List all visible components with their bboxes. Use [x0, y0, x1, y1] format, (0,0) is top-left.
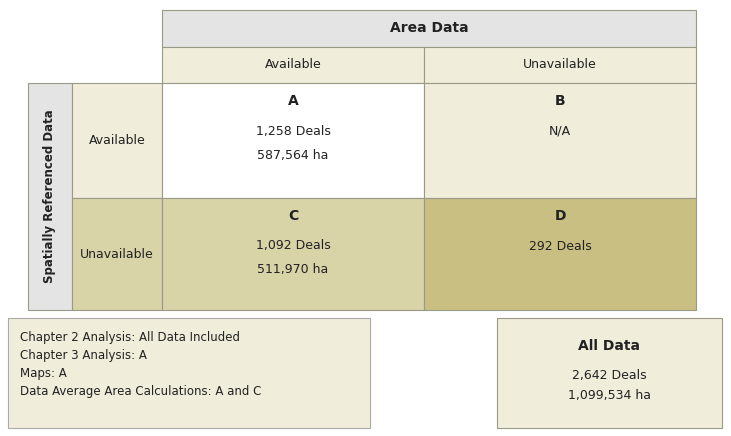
Text: A: A	[287, 94, 298, 108]
Text: Data Average Area Calculations: A and C: Data Average Area Calculations: A and C	[20, 385, 262, 399]
Bar	[424, 198, 696, 310]
Text: 511,970 ha: 511,970 ha	[257, 263, 329, 276]
Text: Maps: A: Maps: A	[20, 368, 67, 381]
Bar	[162, 198, 424, 310]
Bar	[424, 47, 696, 83]
Text: All Data: All Data	[578, 339, 640, 353]
Text: Unavailable: Unavailable	[523, 58, 597, 72]
Text: Area Data: Area Data	[390, 21, 469, 35]
Text: D: D	[554, 209, 566, 223]
Text: 1,258 Deals: 1,258 Deals	[256, 125, 330, 137]
Text: Available: Available	[88, 134, 145, 147]
Text: C: C	[288, 209, 298, 223]
Text: 2,642 Deals: 2,642 Deals	[572, 369, 647, 382]
Text: Chapter 2 Analysis: All Data Included: Chapter 2 Analysis: All Data Included	[20, 331, 240, 344]
Text: 292 Deals: 292 Deals	[529, 239, 591, 252]
Text: Chapter 3 Analysis: A: Chapter 3 Analysis: A	[20, 350, 147, 362]
Text: 1,099,534 ha: 1,099,534 ha	[568, 389, 651, 402]
Bar	[497, 318, 722, 428]
Text: 587,564 ha: 587,564 ha	[257, 149, 329, 161]
Text: Spatially Referenced Data: Spatially Referenced Data	[44, 109, 56, 283]
Bar	[162, 83, 424, 198]
Bar	[162, 47, 424, 83]
Text: N/A: N/A	[549, 125, 571, 137]
Bar	[72, 198, 162, 310]
Text: Unavailable: Unavailable	[80, 248, 154, 260]
Bar	[162, 10, 696, 47]
Text: Available: Available	[265, 58, 322, 72]
Bar	[72, 83, 162, 198]
Text: 1,092 Deals: 1,092 Deals	[256, 239, 330, 252]
Bar	[424, 83, 696, 198]
Text: B: B	[555, 94, 565, 108]
Bar	[28, 83, 72, 310]
Bar	[8, 318, 370, 428]
